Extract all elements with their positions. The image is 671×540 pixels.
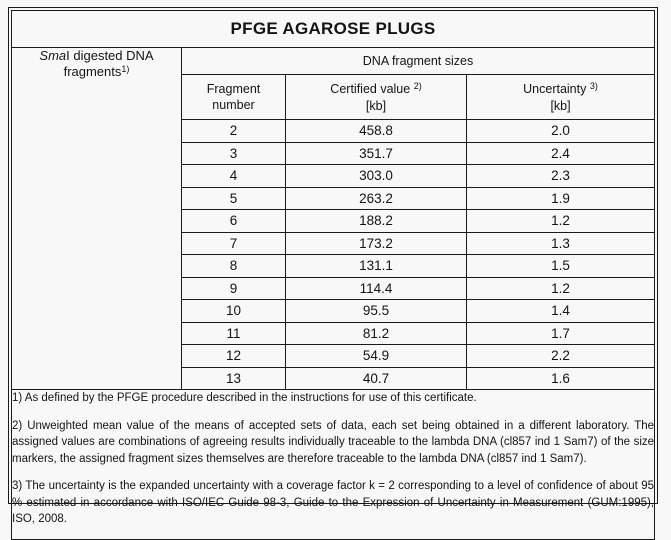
uncertainty-header-unit: [kb] [550,98,571,113]
row-label-line1: I digested DNA [66,48,154,63]
certified-header-unit: [kb] [365,98,387,113]
fragment-number-cell: 6 [181,209,286,233]
certificate-table: PFGE AGAROSE PLUGS SmaI digested DNA fra… [10,10,656,540]
uncertainty-cell: 2.0 [465,119,656,143]
certified-value-cell: 188.2 [285,209,467,233]
table-row: 10 95.5 1.4 [12,299,656,323]
certified-header-label: Certified value [330,81,411,96]
footnote-2: 2) Unweighted mean value of the means of… [12,419,655,465]
footnote-3: 3) The uncertainty is the expanded uncer… [12,480,655,525]
table-row: 11 81.2 1.7 [12,321,656,345]
certified-value-cell: 114.4 [285,276,467,300]
certified-value-cell: 173.2 [285,231,467,255]
certified-value-cell: 351.7 [285,141,467,165]
column-header-row: Fragment number Certified value 2) [kb] … [12,74,656,120]
fragment-number-cell: 2 [181,119,286,143]
table-row: 5 263.2 1.9 [12,186,656,210]
fragment-number-cell: 4 [181,164,286,188]
table-row: 7 173.2 1.3 [12,231,656,255]
footnote-1: 1) As defined by the PFGE procedure desc… [12,392,477,404]
uncertainty-cell: 2.4 [465,141,656,165]
certified-value-cell: 303.0 [285,164,467,188]
uncertainty-cell: 1.2 [465,209,656,233]
fragment-number-cell: 8 [181,254,286,278]
certified-value-cell: 458.8 [285,119,467,143]
table-row: 3 351.7 2.4 [12,141,656,165]
fragment-number-cell: 5 [181,186,286,210]
fragment-number-cell: 7 [181,231,286,255]
certified-value-cell: 54.9 [285,344,467,368]
table-row: 13 40.7 1.6 [12,366,656,390]
uncertainty-cell: 1.3 [465,231,656,255]
table-outer-frame: PFGE AGAROSE PLUGS SmaI digested DNA fra… [8,7,658,540]
fragment-number-cell: 10 [181,299,286,323]
group-header: DNA fragment sizes [180,47,656,75]
uncertainty-cell: 1.6 [465,366,656,390]
title-row: PFGE AGAROSE PLUGS [10,10,656,48]
uncertainty-cell: 1.9 [465,186,656,210]
uncertainty-cell: 2.3 [465,164,656,188]
group-header-row: SmaI digested DNA fragments1) DNA fragme… [11,47,656,390]
row-label-line2: fragments [63,64,122,79]
uncertainty-cell: 1.5 [465,254,656,278]
fragment-number-cell: 11 [181,321,286,345]
uncertainty-header-label: Uncertainty [523,81,587,96]
uncertainty-header: Uncertainty 3) [kb] [465,74,656,120]
uncertainty-cell: 1.7 [465,321,656,345]
certified-header-footnote-ref: 2) [413,80,422,91]
uncertainty-header-footnote-ref: 3) [589,80,598,91]
fragment-header-line2: number [212,98,255,112]
row-label-cell: SmaI digested DNA fragments1) [11,47,182,390]
table-row: 9 114.4 1.2 [12,276,656,300]
uncertainty-cell: 1.2 [465,276,656,300]
footnotes-cell: 1) As defined by the PFGE procedure desc… [10,389,656,540]
fragment-number-cell: 3 [181,141,286,165]
footnotes-row: 1) As defined by the PFGE procedure desc… [10,389,656,540]
fragment-number-cell: 9 [181,276,286,300]
certified-value-cell: 131.1 [285,254,467,278]
table-row: 4 303.0 2.3 [12,164,656,188]
certified-value-header: Certified value 2) [kb] [285,74,467,120]
row-label-enzyme: Sma [39,48,67,63]
table-row: 2 458.8 2.0 [12,119,656,143]
fragment-number-cell: 12 [181,344,286,368]
fragment-number-cell: 13 [181,366,286,390]
uncertainty-cell: 1.4 [465,299,656,323]
uncertainty-cell: 2.2 [465,344,656,368]
row-label-footnote-ref: 1) [121,64,130,74]
certified-value-cell: 95.5 [285,299,467,323]
certificate-page: PFGE AGAROSE PLUGS SmaI digested DNA fra… [8,7,658,540]
certified-value-cell: 40.7 [285,366,467,390]
certified-value-cell: 81.2 [285,321,467,345]
fragment-header-line1: Fragment [206,82,261,96]
fragment-number-header: Fragment number [181,74,286,120]
page-title: PFGE AGAROSE PLUGS [10,10,656,48]
table-row: 6 188.2 1.2 [12,209,656,233]
certified-value-cell: 263.2 [285,186,467,210]
